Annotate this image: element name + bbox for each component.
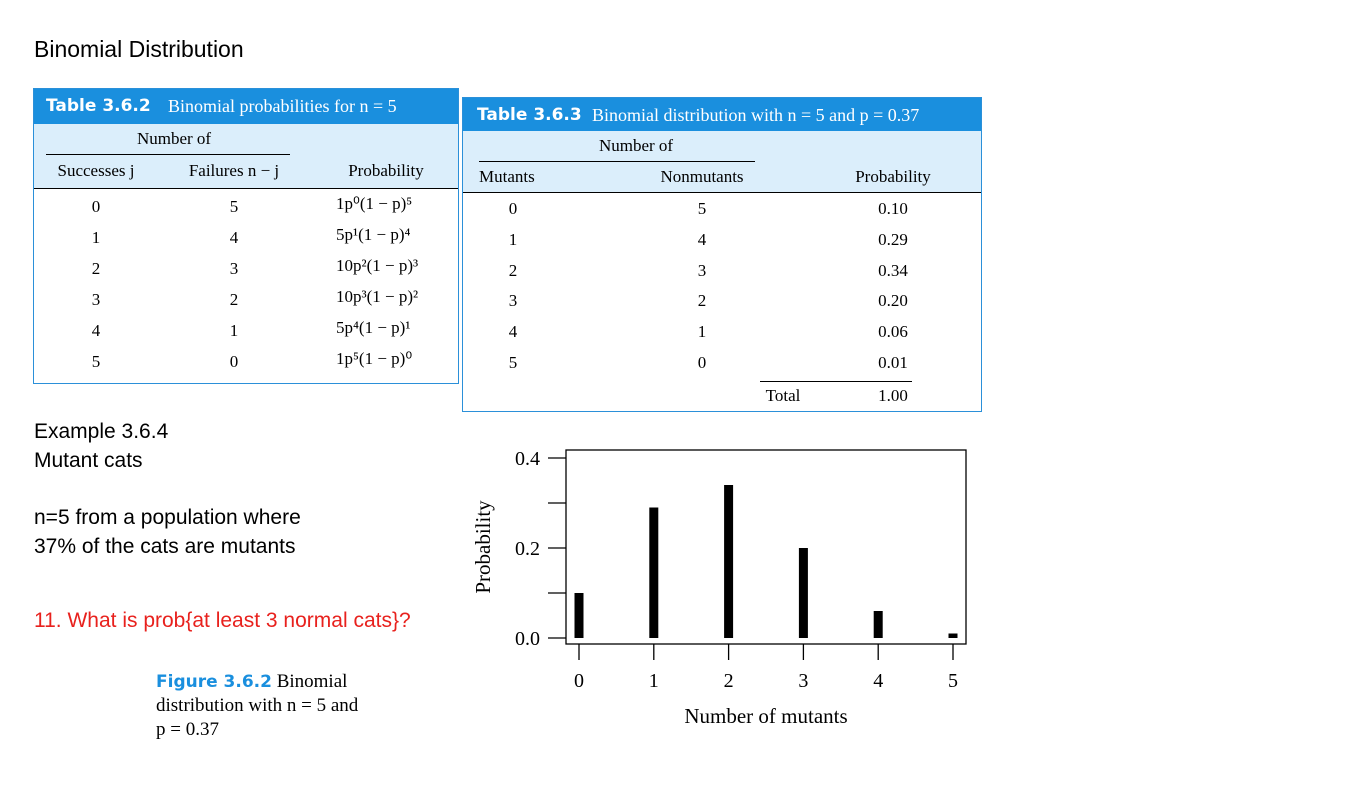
y-tick-label: 0.2 bbox=[515, 538, 540, 560]
table1-label: Table 3.6.2 bbox=[46, 96, 151, 116]
table2-cell: 0 bbox=[508, 199, 518, 218]
table1-cell: 4 bbox=[229, 228, 239, 247]
table1-col-successes: Successes j bbox=[57, 161, 135, 180]
table1-caption: Binomial probabilities for n = 5 bbox=[168, 96, 397, 116]
x-tick-label: 2 bbox=[724, 670, 734, 692]
table2-cell: 0.06 bbox=[878, 322, 908, 341]
x-tick-label: 0 bbox=[574, 670, 584, 692]
x-tick-label: 1 bbox=[649, 670, 659, 692]
figure-caption-line: p = 0.37 bbox=[156, 719, 219, 740]
example-subtitle: Mutant cats bbox=[34, 449, 143, 472]
table1-cell: 2 bbox=[229, 290, 239, 309]
plot-frame bbox=[565, 449, 967, 645]
bar-2 bbox=[724, 485, 734, 638]
table1-cell: 2 bbox=[91, 259, 101, 278]
table2-cell: 0 bbox=[697, 353, 707, 372]
table1-cell: 5p⁴(1 − p)¹ bbox=[336, 318, 411, 337]
y-tick-label: 0.0 bbox=[515, 628, 540, 650]
table2-cell: 4 bbox=[697, 230, 707, 249]
table-binomial-distribution: Table 3.6.3 Binomial distribution with n… bbox=[462, 97, 982, 412]
figure-caption-line: Binomial bbox=[276, 671, 348, 692]
table1-cell: 1p⁵(1 − p)⁰ bbox=[336, 349, 413, 368]
table1-group-rule bbox=[46, 154, 290, 155]
bar-3 bbox=[798, 548, 808, 638]
table2-col-mutants: Mutants bbox=[479, 167, 535, 186]
table1-cell: 4 bbox=[91, 321, 101, 340]
table1-col-probability: Probability bbox=[348, 161, 424, 180]
table1-cell: 3 bbox=[91, 290, 101, 309]
bar-5 bbox=[948, 633, 958, 638]
table2-cell: 5 bbox=[508, 353, 518, 372]
table1-cell: 5 bbox=[91, 352, 101, 371]
table2-cell: 2 bbox=[508, 261, 518, 280]
table1-cell: 0 bbox=[91, 197, 101, 216]
table2-caption: Binomial distribution with n = 5 and p =… bbox=[592, 105, 920, 125]
figure-caption-line: distribution with n = 5 and bbox=[156, 695, 359, 716]
table1-col-failures: Failures n − j bbox=[188, 161, 280, 180]
bar-0 bbox=[574, 593, 584, 638]
table1-cell: 1 bbox=[91, 228, 101, 247]
x-tick-label: 5 bbox=[948, 670, 958, 692]
table2-col-probability: Probability bbox=[855, 167, 931, 186]
bar-4 bbox=[873, 611, 883, 638]
table2-total-value: 1.00 bbox=[878, 386, 908, 405]
figure-label: Figure 3.6.2 bbox=[156, 672, 272, 692]
table2-cell: 4 bbox=[508, 322, 518, 341]
table1-cell: 0 bbox=[229, 352, 239, 371]
table1-cell: 10p²(1 − p)³ bbox=[336, 256, 419, 275]
y-tick-label: 0.4 bbox=[515, 448, 540, 470]
table2-cell: 3 bbox=[508, 291, 518, 310]
bar-1 bbox=[649, 507, 659, 638]
table1-cell: 1p⁰(1 − p)⁵ bbox=[336, 194, 413, 213]
table2-cell: 5 bbox=[697, 199, 707, 218]
x-axis-label: Number of mutants bbox=[684, 704, 847, 728]
table1-header-rule bbox=[34, 188, 458, 189]
description-line: 37% of the cats are mutants bbox=[34, 535, 296, 558]
x-tick-label: 4 bbox=[873, 670, 883, 692]
table1-cell: 5 bbox=[229, 197, 239, 216]
table2-label: Table 3.6.3 bbox=[477, 105, 582, 125]
table-binomial-probabilities: Table 3.6.2 Binomial probabilities for n… bbox=[33, 88, 459, 384]
y-axis-label: Probability bbox=[471, 500, 495, 594]
table2-cell: 1 bbox=[697, 322, 707, 341]
table2-cell: 0.34 bbox=[878, 261, 908, 280]
table2-cell: 0.29 bbox=[878, 230, 908, 249]
table1-group-header: Number of bbox=[136, 129, 212, 148]
table2-col-nonmutants: Nonmutants bbox=[660, 167, 744, 186]
table2-header-rule bbox=[463, 192, 981, 193]
table2-cell: 0.20 bbox=[878, 291, 908, 310]
table2-cell: 0.01 bbox=[878, 353, 908, 372]
table2-cell: 2 bbox=[697, 291, 707, 310]
binomial-bar-chart: 0.0 0.2 0.4 0 1 2 3 4 5 Number of mutants Proba… bbox=[471, 448, 967, 728]
example-title: Example 3.6.4 bbox=[34, 420, 169, 443]
table1-cell: 1 bbox=[229, 321, 239, 340]
table2-cell: 3 bbox=[697, 261, 707, 280]
x-tick-label: 3 bbox=[798, 670, 808, 692]
table1-cell: 5p¹(1 − p)⁴ bbox=[336, 225, 411, 244]
table2-group-rule bbox=[479, 161, 755, 162]
table2-total-rule bbox=[760, 381, 912, 382]
table2-cell: 0.10 bbox=[878, 199, 908, 218]
description-line: n=5 from a population where bbox=[34, 506, 301, 529]
table2-cell: 1 bbox=[508, 230, 518, 249]
table1-cell: 10p³(1 − p)² bbox=[336, 287, 419, 306]
table2-group-header: Number of bbox=[598, 136, 674, 155]
slide-title: Binomial Distribution bbox=[34, 36, 244, 62]
table2-total-label: Total bbox=[765, 386, 801, 405]
question-text: 11. What is prob{at least 3 normal cats}… bbox=[34, 609, 411, 632]
table1-cell: 3 bbox=[229, 259, 239, 278]
